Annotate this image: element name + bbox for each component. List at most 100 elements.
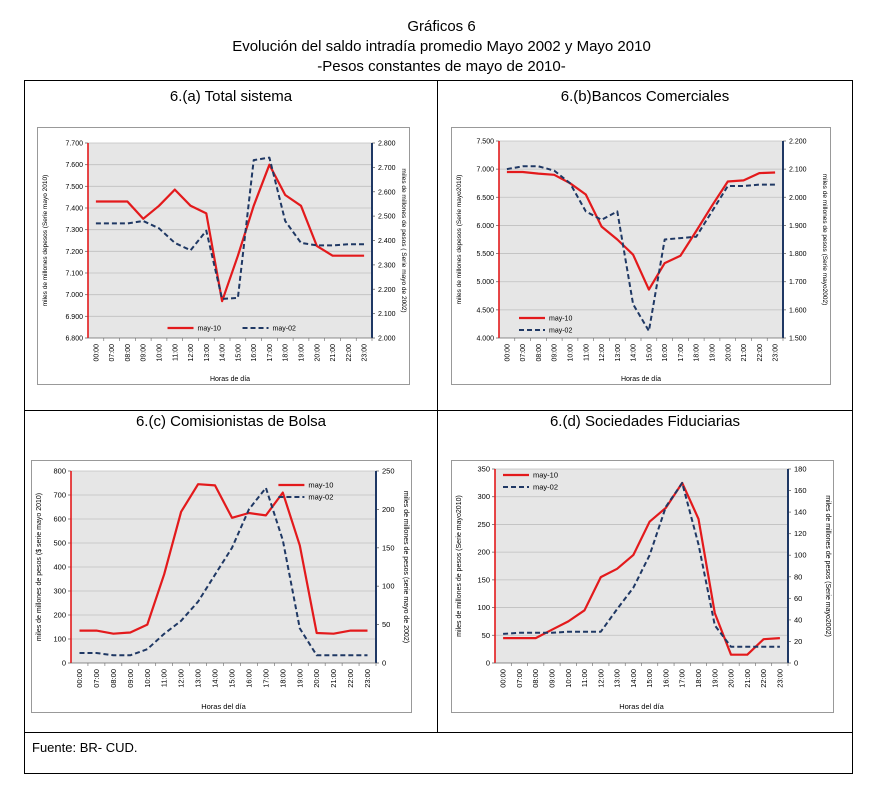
- y-left-tick-label: 4.000: [476, 336, 494, 343]
- y-right-tick-label: 100: [382, 582, 395, 591]
- y-left-axis-title: miles de millones de pesos ($ serie mayo…: [36, 493, 43, 641]
- y-left-tick-label: 150: [477, 575, 490, 584]
- y-right-tick-label: 60: [794, 594, 802, 603]
- series-line-may-10: [79, 483, 368, 635]
- y-left-tick-label: 0: [486, 659, 490, 668]
- x-tick-label: 14:00: [631, 344, 638, 362]
- x-tick-label: 00:00: [499, 669, 508, 688]
- series-line-may-02: [95, 156, 365, 300]
- y-left-tick-label: 7.000: [476, 167, 494, 174]
- y-right-tick-label: 140: [794, 508, 807, 517]
- x-axis-title: Horas de día: [621, 376, 661, 383]
- panel-title-c: 6.(c) Comisionistas de Bolsa: [135, 413, 327, 430]
- x-tick-label: 15:00: [235, 344, 242, 362]
- x-tick-label: 09:00: [552, 344, 559, 362]
- y-right-tick-label: 100: [794, 551, 807, 560]
- x-tick-label: 10:00: [143, 669, 152, 688]
- y-left-axis-title: miles de millones de pesos (Serie mayo20…: [456, 495, 463, 637]
- x-tick-label: 17:00: [267, 344, 274, 362]
- x-tick-label: 10:00: [564, 669, 573, 688]
- x-tick-label: 14:00: [220, 344, 227, 362]
- legend-may-02-label: may-02: [273, 326, 296, 333]
- x-tick-label: 23:00: [775, 669, 784, 688]
- series-line-may-02: [79, 486, 368, 657]
- y-right-axis-title: miles de millones de pesos (Serie mayo20…: [821, 174, 828, 306]
- x-tick-label: 13:00: [613, 669, 622, 688]
- y-right-tick-label: 2.100: [378, 311, 396, 318]
- x-tick-label: 15:00: [227, 669, 236, 688]
- x-tick-label: 18:00: [694, 344, 701, 362]
- y-left-tick-label: 300: [477, 492, 490, 501]
- y-right-tick-label: 2.200: [378, 287, 396, 294]
- row-divider: [24, 410, 853, 411]
- x-tick-label: 14:00: [629, 669, 638, 688]
- x-tick-label: 21:00: [330, 344, 337, 362]
- x-axis-title: Horas del día: [619, 702, 664, 711]
- y-right-tick-label: 1.800: [789, 251, 807, 258]
- x-tick-label: 11:00: [583, 344, 590, 361]
- x-tick-label: 21:00: [741, 344, 748, 362]
- y-right-tick-label: 2.700: [378, 165, 396, 172]
- y-left-tick-label: 400: [53, 563, 66, 572]
- y-right-tick-label: 2.100: [789, 167, 807, 174]
- x-tick-label: 22:00: [346, 344, 353, 362]
- x-axis-title: Horas de día: [210, 376, 250, 383]
- x-tick-label: 10:00: [157, 344, 164, 362]
- y-left-axis-title: miles de millones depesos (Serie mayo 20…: [42, 175, 49, 307]
- y-right-tick-label: 2.800: [378, 141, 396, 148]
- x-tick-label: 08:00: [536, 344, 543, 362]
- x-tick-label: 21:00: [329, 669, 338, 688]
- x-tick-label: 09:00: [547, 669, 556, 688]
- y-left-tick-label: 7.300: [65, 227, 83, 234]
- x-tick-label: 09:00: [141, 344, 148, 362]
- series-line-may-10: [95, 163, 365, 303]
- x-tick-label: 17:00: [261, 669, 270, 688]
- y-right-tick-label: 0: [382, 659, 386, 668]
- y-left-tick-label: 7.500: [65, 184, 83, 191]
- x-tick-label: 13:00: [615, 344, 622, 362]
- legend-may-02-label: may-02: [533, 483, 558, 492]
- x-tick-label: 17:00: [678, 669, 687, 688]
- series-line-may-10: [506, 170, 776, 291]
- x-tick-label: 00:00: [504, 344, 511, 362]
- panel-title-a: 6.(a) Total sistema: [169, 88, 293, 105]
- y-right-tick-label: 250: [382, 467, 395, 476]
- x-tick-label: 23:00: [363, 669, 372, 688]
- chart-comisionistas-bolsa: 0 100 200 300 400 500 600 700 800 0 50 100 150 200 250…: [31, 460, 412, 713]
- plot-area: [495, 469, 788, 663]
- x-tick-label: 12:00: [177, 669, 186, 688]
- y-left-tick-label: 100: [53, 635, 66, 644]
- y-right-tick-label: 2.300: [378, 262, 396, 269]
- x-tick-label: 10:00: [568, 344, 575, 362]
- y-left-tick-label: 200: [477, 548, 490, 557]
- x-tick-label: 08:00: [531, 669, 540, 688]
- x-tick-label: 09:00: [126, 669, 135, 688]
- y-right-tick-label: 1.700: [789, 279, 807, 286]
- y-left-tick-label: 5.500: [476, 251, 494, 258]
- y-right-tick-label: 180: [794, 465, 807, 474]
- x-tick-label: 19:00: [710, 669, 719, 688]
- legend-may-10-label: may-10: [533, 471, 558, 480]
- y-left-tick-label: 4.500: [476, 307, 494, 314]
- x-tick-label: 20:00: [312, 669, 321, 688]
- x-tick-label: 13:00: [194, 669, 203, 688]
- x-tick-label: 00:00: [75, 669, 84, 688]
- plot-area: [499, 141, 783, 338]
- x-tick-label: 20:00: [314, 344, 321, 362]
- x-tick-label: 22:00: [346, 669, 355, 688]
- panel-title-d: 6.(d) Sociedades Fiduciarias: [549, 413, 741, 430]
- x-tick-label: 14:00: [211, 669, 220, 688]
- y-right-tick-label: 20: [794, 637, 802, 646]
- y-left-tick-label: 7.700: [65, 141, 83, 148]
- y-right-tick-label: 1.600: [789, 307, 807, 314]
- x-tick-label: 18:00: [283, 344, 290, 362]
- y-left-tick-label: 50: [482, 631, 490, 640]
- x-tick-label: 17:00: [678, 344, 685, 362]
- x-tick-label: 19:00: [299, 344, 306, 362]
- y-left-tick-label: 0: [62, 659, 66, 668]
- x-tick-label: 16:00: [244, 669, 253, 688]
- x-tick-label: 11:00: [172, 344, 179, 361]
- x-tick-label: 15:00: [646, 344, 653, 362]
- figure-title: Gráficos 6: [407, 18, 476, 35]
- x-tick-label: 13:00: [204, 344, 211, 362]
